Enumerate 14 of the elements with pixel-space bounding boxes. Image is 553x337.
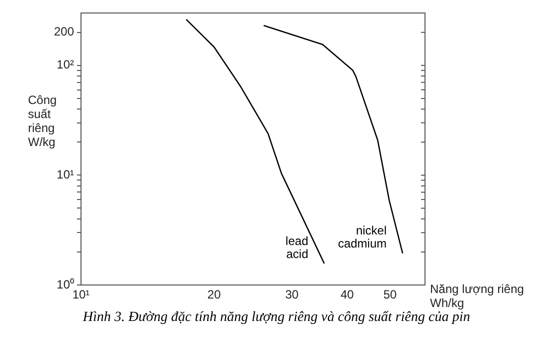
series-label: lead acid xyxy=(286,234,308,261)
y-tick-label: 200 xyxy=(54,24,74,39)
y-axis-title: Công suất riêng W/kg xyxy=(28,93,58,149)
series-label: nickel cadmium xyxy=(338,224,387,251)
y-tick-label: 10⁰ xyxy=(56,277,74,292)
x-tick-label: 30 xyxy=(285,288,299,302)
x-tick-label: 40 xyxy=(340,288,354,302)
y-tick-label: 10¹ xyxy=(56,168,74,182)
y-tick-label: 10² xyxy=(56,58,74,72)
x-tick-label: 20 xyxy=(207,288,222,302)
x-tick-label: 50 xyxy=(383,288,397,302)
x-tick-label: 10¹ xyxy=(72,288,90,302)
x-axis-title: Năng lượng riêng Wh/kg xyxy=(430,282,525,310)
text: Hình 3. Đường đặc tính năng lượng riêng và công suất riêng của pin xyxy=(82,310,472,326)
